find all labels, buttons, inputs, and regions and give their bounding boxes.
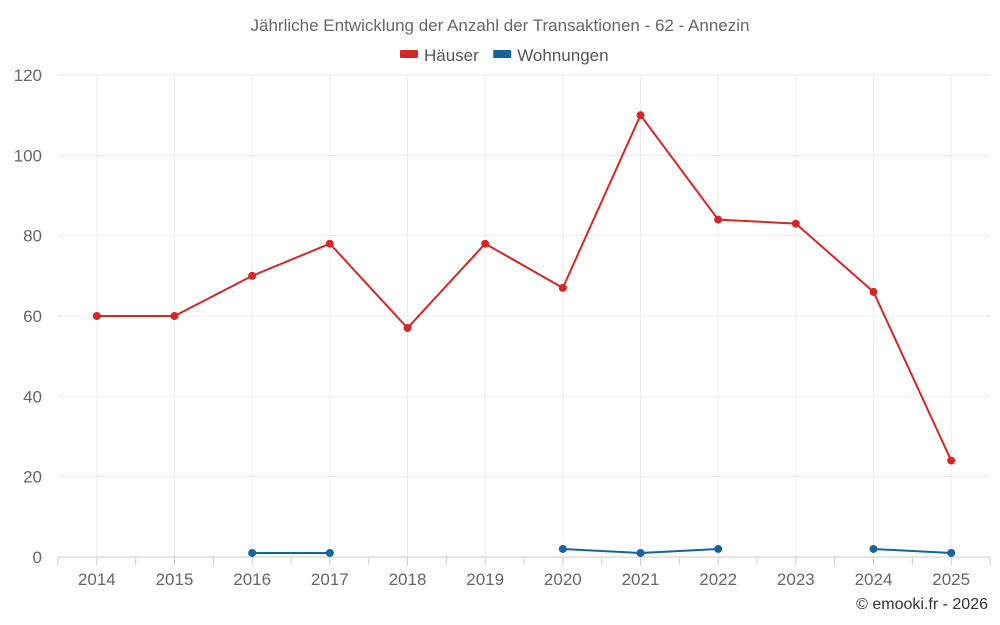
- legend-item-haeuser[interactable]: Häuser: [400, 46, 479, 65]
- grid-lines: [58, 74, 990, 557]
- legend-swatch: [400, 50, 418, 58]
- data-point[interactable]: [636, 548, 645, 557]
- x-tick-label: 2016: [233, 570, 271, 589]
- data-point[interactable]: [636, 111, 645, 120]
- y-tick-label: 0: [33, 548, 42, 567]
- series-line: [873, 547, 952, 554]
- data-point[interactable]: [947, 548, 956, 557]
- data-point[interactable]: [248, 271, 257, 280]
- series-layer: [92, 111, 956, 557]
- credit-text: © emooki.fr - 2026: [856, 596, 988, 613]
- y-tick-label: 60: [23, 307, 42, 326]
- x-tick-label: 2019: [466, 570, 504, 589]
- data-point[interactable]: [325, 239, 334, 248]
- x-tick-label: 2022: [699, 570, 737, 589]
- x-tick-label: 2023: [777, 570, 815, 589]
- y-tick-label: 80: [23, 227, 42, 246]
- x-tick-label: 2014: [78, 570, 116, 589]
- data-point[interactable]: [714, 544, 723, 553]
- data-point[interactable]: [947, 456, 956, 465]
- legend: Häuser Wohnungen: [400, 46, 609, 65]
- data-point[interactable]: [869, 287, 878, 296]
- data-point[interactable]: [714, 215, 723, 224]
- data-point[interactable]: [325, 548, 334, 557]
- legend-item-wohnungen[interactable]: Wohnungen: [493, 46, 609, 65]
- data-point[interactable]: [558, 544, 567, 553]
- y-tick-label: 40: [23, 387, 42, 406]
- chart-title: Jährliche Entwicklung der Anzahl der Tra…: [251, 16, 750, 35]
- y-tick-label: 20: [23, 468, 42, 487]
- x-tick-label: 2021: [622, 570, 660, 589]
- legend-swatch: [493, 50, 512, 58]
- series-haeuser: [92, 111, 956, 465]
- x-tick-label: 2024: [855, 570, 893, 589]
- y-tick-label: 120: [14, 66, 42, 85]
- data-point[interactable]: [170, 312, 179, 320]
- data-point[interactable]: [558, 283, 567, 292]
- legend-label: Häuser: [424, 46, 479, 65]
- data-point[interactable]: [791, 219, 800, 228]
- series-wohnungen: [248, 544, 956, 557]
- x-tick-label: 2025: [932, 570, 970, 589]
- data-point[interactable]: [481, 239, 490, 248]
- legend-label: Wohnungen: [517, 46, 608, 65]
- x-tick-label: 2018: [389, 570, 427, 589]
- x-tick-label: 2017: [311, 570, 349, 589]
- axes: 0 20 40 60 80 100 120 2014 2015 2016 2017 2018 2019 2…: [14, 66, 991, 589]
- y-tick-label: 100: [14, 146, 42, 165]
- x-tick-label: 2015: [156, 570, 194, 589]
- x-tick-label: 2020: [544, 570, 582, 589]
- data-point[interactable]: [869, 544, 878, 553]
- data-point[interactable]: [248, 548, 257, 557]
- data-point[interactable]: [92, 312, 101, 320]
- series-line: [96, 114, 953, 462]
- data-point[interactable]: [403, 324, 412, 333]
